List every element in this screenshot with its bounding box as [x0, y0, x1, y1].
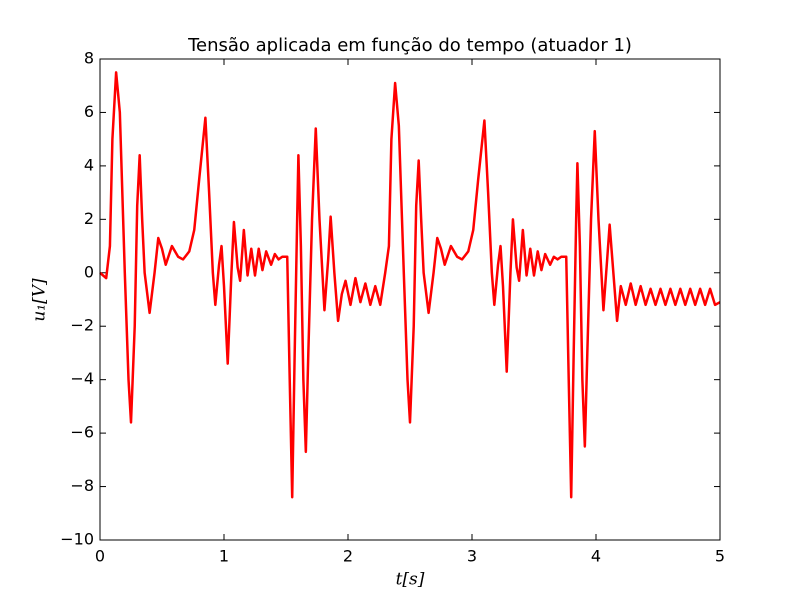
y-tick-label: 2 [84, 209, 94, 228]
y-tick-label: −4 [70, 369, 94, 388]
y-tick-label: 6 [84, 102, 94, 121]
plot-frame [99, 58, 721, 541]
x-tick-label: 1 [219, 547, 229, 566]
y-tick-label: 0 [84, 262, 94, 281]
y-tick-label: −2 [70, 316, 94, 335]
y-axis-label: u₁[V] [30, 278, 50, 322]
chart-title: Tensão aplicada em função do tempo (atua… [187, 35, 632, 56]
y-tick-label: 8 [84, 49, 94, 68]
y-tick-label: −8 [70, 476, 94, 495]
x-tick-label: 0 [95, 547, 105, 566]
x-tick-label: 3 [467, 547, 477, 566]
x-tick-label: 5 [715, 547, 725, 566]
data-line [99, 71, 721, 499]
y-tick-label: −6 [70, 423, 94, 442]
y-tick-label: 4 [84, 155, 94, 174]
x-tick-label: 2 [343, 547, 353, 566]
x-tick-label: 4 [591, 547, 601, 566]
x-axis-label: t[s] [396, 570, 425, 590]
y-tick-label: −10 [60, 530, 94, 549]
